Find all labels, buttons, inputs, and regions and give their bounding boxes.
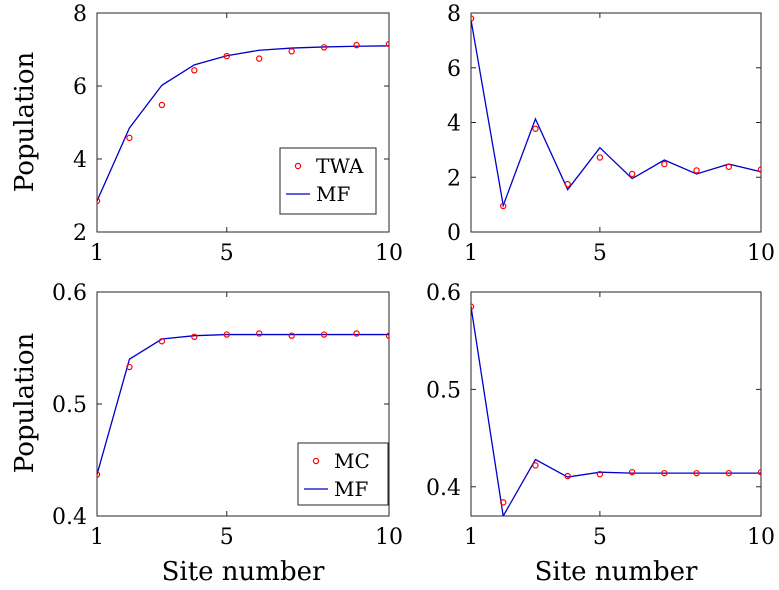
data-point [661,160,668,168]
data-point [471,15,475,22]
series-group [471,303,761,516]
x-axis-label: Site number [535,557,698,587]
y-tick-label: 8 [447,2,461,27]
y-tick-label: 0.4 [52,505,87,530]
legend-box [279,147,377,215]
data-point [126,363,133,371]
data-point [532,125,539,132]
plot-frame [470,291,762,517]
data-point [126,134,133,142]
data-point [320,44,328,51]
data-point [191,333,198,340]
y-axis-label: Population [10,333,40,474]
data-point [288,332,295,339]
legend: MC MF [297,442,389,506]
data-point [353,41,360,49]
data-point [693,469,700,477]
data-point [500,499,507,506]
data-point [288,48,295,55]
plot-frame [470,12,762,233]
x-tick-label: 5 [593,241,607,266]
data-point [385,40,389,48]
chart-panel-1: 1 5 10 2 4 6 8 Population TWA MF [10,2,403,266]
x-tick-label: 10 [747,525,775,550]
series-group [471,15,761,210]
data-point [500,202,507,210]
series-line-line [471,306,761,516]
data-point [693,167,700,174]
chart-panel-2: 1 5 10 0 2 4 6 8 [447,2,775,266]
x-tick-label: 1 [464,525,478,550]
series-group [97,330,389,478]
y-tick-label: 4 [73,148,87,173]
legend-label: MF [316,182,350,206]
data-point [191,67,198,74]
data-point [158,101,166,109]
series-group [97,40,389,205]
data-point [320,331,328,338]
y-tick-label: 6 [447,57,461,82]
data-point [532,462,539,469]
data-point [97,197,101,205]
series-line-mf [97,45,389,202]
x-tick-label: 5 [593,525,607,550]
series-line-line [471,19,761,208]
y-tick-label: 0.5 [52,393,87,418]
y-tick-label: 0.4 [426,476,461,501]
x-tick-label: 10 [747,241,775,266]
data-point [353,330,360,337]
data-point [385,332,389,339]
legend-marker-icon [312,457,320,465]
x-axis-label: Site number [162,557,325,587]
y-tick-label: 6 [73,75,87,100]
data-point [471,303,475,310]
y-tick-label: 0.6 [426,281,461,306]
data-point [661,469,668,477]
y-tick-label: 0.6 [52,281,87,306]
data-point [596,470,604,478]
legend-label: MC [334,449,370,473]
legend-box [297,442,389,506]
legend-label: MF [334,477,368,501]
data-point [757,166,761,173]
data-point [757,468,761,476]
legend: TWA MF [279,147,377,215]
legend-marker-icon [294,162,302,170]
data-point [97,471,101,478]
data-point [223,331,230,338]
data-point [628,170,636,178]
data-point [596,154,604,161]
x-tick-label: 10 [375,241,403,266]
y-tick-label: 0.5 [426,378,461,403]
data-point [158,338,166,345]
y-tick-label: 0 [447,221,461,246]
chart-panel-3: 1 5 10 0.4 0.5 0.6 Population Site number MC MF [10,281,403,587]
y-tick-label: 8 [73,2,87,27]
x-tick-label: 1 [90,525,104,550]
y-tick-label: 4 [447,112,461,137]
data-point [564,472,571,480]
legend-label: TWA [316,154,364,178]
data-point [564,180,571,188]
y-tick-label: 2 [73,221,87,246]
data-point [725,163,732,171]
y-axis-label: Population [10,52,40,193]
data-point [628,468,636,476]
x-tick-label: 1 [90,241,104,266]
data-point [223,52,230,60]
plot-frame [96,12,390,233]
data-point [725,469,732,477]
x-tick-label: 1 [464,241,478,266]
series-line-mf [97,333,389,475]
x-tick-label: 5 [220,525,234,550]
y-tick-label: 2 [447,166,461,191]
chart-panel-4: 1 5 10 0.4 0.5 0.6 Site number [426,281,775,587]
x-tick-label: 10 [375,525,403,550]
x-tick-label: 5 [220,241,234,266]
data-point [256,55,263,62]
data-point [256,330,263,337]
